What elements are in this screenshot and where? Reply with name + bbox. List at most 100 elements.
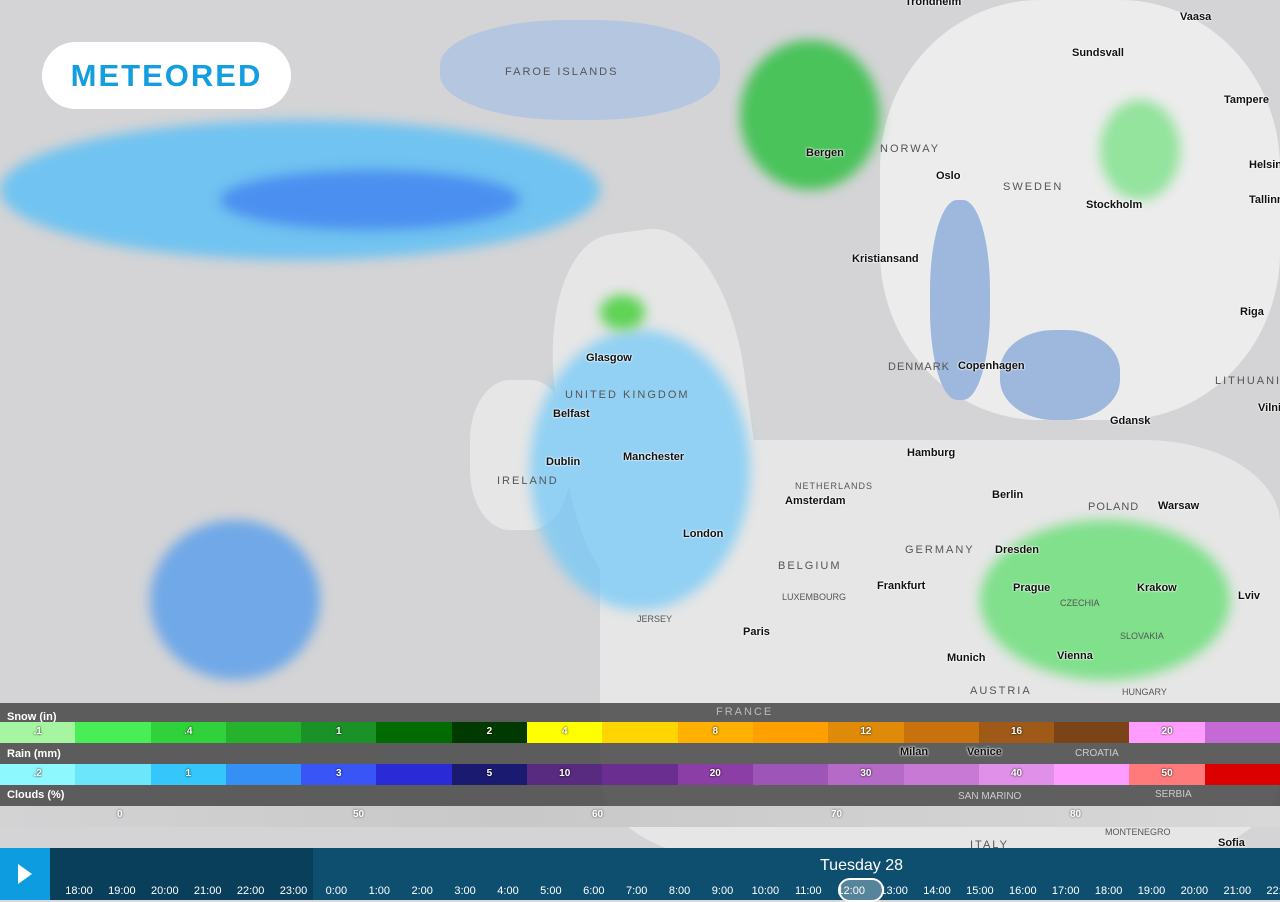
snow-scale-segment: .1 [0, 722, 76, 743]
snow-scale-segment: 8 [677, 722, 753, 743]
water-shade [440, 20, 720, 120]
timeline-hour[interactable]: 10:00 [751, 885, 780, 897]
timeline-hour[interactable]: 21:00 [1223, 885, 1252, 897]
country-label: IRELAND [497, 475, 559, 487]
snow-scale-label: .4 [184, 726, 193, 737]
country-label: DENMARK [888, 361, 951, 373]
city-label: Vienna [1057, 650, 1093, 662]
rain-scale-segment [602, 764, 678, 785]
timeline-hour[interactable]: 22:00 [236, 885, 265, 897]
timeline-hour[interactable]: 12:00 [837, 885, 865, 897]
timeline-hour[interactable]: 3:00 [454, 885, 476, 897]
timeline-hour[interactable]: 1:00 [368, 885, 391, 897]
timeline-handle[interactable] [838, 878, 884, 902]
city-label: Krakow [1137, 582, 1177, 594]
timeline-hour[interactable]: 9:00 [711, 885, 734, 897]
timeline-hour[interactable]: 4:00 [497, 885, 519, 897]
snow-scale-segment [752, 722, 829, 743]
snow-scale-segment [602, 722, 678, 743]
city-label: Oslo [936, 170, 961, 182]
timeline-hour[interactable]: 13:00 [880, 885, 908, 897]
timeline-hour[interactable]: 20:00 [1180, 885, 1209, 897]
precip-atlantic [150, 520, 320, 680]
timeline-hour[interactable]: 15:00 [966, 885, 994, 897]
city-label: Tampere [1224, 94, 1270, 106]
city-label: Copenhagen [958, 360, 1025, 372]
rain-scale-label: 40 [1010, 768, 1023, 779]
snow-norway [740, 40, 880, 190]
city-label: Glasgow [586, 352, 632, 364]
timeline-hour[interactable]: 0:00 [325, 885, 348, 897]
timeline-hour[interactable]: 18:00 [65, 885, 93, 897]
snow-scale-label: 2 [486, 726, 493, 737]
city-label: Sundsvall [1072, 47, 1124, 59]
city-label: Warsaw [1158, 500, 1200, 512]
snow-central-europe [980, 520, 1230, 680]
rain-scale-segment: .2 [0, 764, 76, 785]
timeline-hour[interactable]: 7:00 [625, 885, 648, 897]
country-label: FRANCE [716, 706, 774, 718]
timeline-hour[interactable]: 23:00 [279, 885, 308, 897]
clouds-tick: 50 [353, 809, 365, 820]
snow-scale-segment [376, 722, 452, 743]
timeline-hour[interactable]: 17:00 [1051, 885, 1080, 897]
rain-scale-segment [752, 764, 829, 785]
city-label: Dresden [995, 544, 1040, 556]
timeline-hour[interactable]: 2:00 [411, 885, 433, 897]
rain-scale-segment [75, 764, 151, 785]
country-label: AUSTRIA [970, 685, 1032, 697]
water-kattegat [930, 200, 990, 400]
clouds-tick: 60 [592, 809, 604, 820]
country-label: SAN MARINO [958, 791, 1022, 802]
rain-scale-segment: 30 [828, 764, 904, 785]
timeline-hour[interactable]: 11:00 [794, 885, 822, 897]
snow-scale-segment [75, 722, 151, 743]
timeline-hour[interactable]: 18:00 [1094, 885, 1123, 897]
country-label: JERSEY [637, 614, 673, 624]
timeline-hour[interactable]: 22:00 [1266, 885, 1280, 897]
rain-scale-segment [225, 764, 302, 785]
timeline-hour[interactable]: 8:00 [668, 885, 691, 897]
city-label: Riga [1240, 306, 1264, 318]
country-label: GERMANY [905, 544, 975, 556]
timeline-hour[interactable]: 19:00 [108, 885, 136, 897]
country-label: BELGIUM [778, 560, 842, 572]
timeline-hour[interactable]: 16:00 [1009, 885, 1037, 897]
city-label: Gdansk [1110, 415, 1151, 427]
timeline-hour[interactable]: 21:00 [193, 885, 222, 897]
city-label: Trondheim [905, 0, 962, 8]
rain-scale-segment: 1 [150, 764, 226, 785]
clouds-tick: 80 [1070, 809, 1082, 820]
timeline-past-range [50, 848, 313, 900]
timeline-hour[interactable]: 5:00 [540, 885, 562, 897]
country-label: SWEDEN [1003, 181, 1064, 193]
rain-scale-label: 30 [860, 768, 872, 779]
country-label: FAROE ISLANDS [505, 66, 619, 78]
country-label: SLOVAKIA [1120, 631, 1164, 641]
city-label: Paris [743, 626, 770, 638]
city-label: Munich [947, 652, 986, 664]
snow-scale-segment: 20 [1129, 722, 1205, 743]
water-baltic [1000, 330, 1120, 420]
rain-scale-label: 50 [1161, 768, 1173, 779]
timeline-hour[interactable]: 19:00 [1137, 885, 1166, 897]
timeline[interactable]: Tuesday 28 18:00 19:00 20:00 21:00 22:00 23:0… [0, 848, 1280, 902]
rain-scale-label: 20 [709, 768, 721, 779]
city-label: Berlin [992, 489, 1024, 501]
snow-scale: .1.4 1 2 4 8 12 16 20 [0, 722, 1280, 743]
country-label: LITHUANIA [1215, 375, 1280, 387]
rain-scale-label: 3 [336, 768, 342, 779]
rain-scale-label: 10 [559, 768, 571, 779]
country-label: CROATIA [1075, 748, 1119, 759]
timeline-hour[interactable]: 14:00 [923, 885, 951, 897]
clouds-tick: 0 [117, 809, 123, 820]
play-button[interactable] [0, 848, 50, 900]
snow-scale-segment [903, 722, 979, 743]
rain-scale-label: 5 [486, 768, 493, 779]
timeline-hour[interactable]: 6:00 [583, 885, 605, 897]
timeline-hour[interactable]: 20:00 [151, 885, 179, 897]
city-label: Milan [900, 746, 929, 758]
rain-scale-segment: 20 [677, 764, 753, 785]
meteored-logo[interactable]: METEORED [42, 42, 291, 109]
snow-sweden [1100, 100, 1180, 200]
